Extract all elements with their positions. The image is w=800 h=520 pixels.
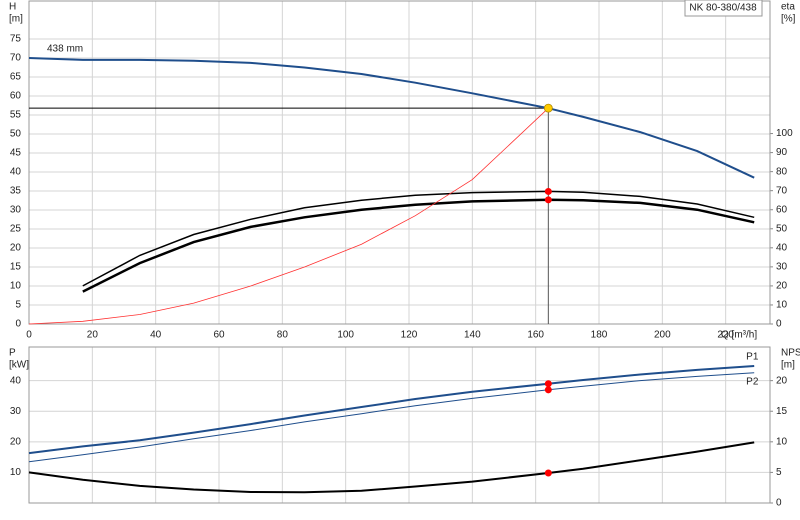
- x-tick-label: 60: [213, 330, 225, 341]
- x-tick-label: 40: [150, 330, 162, 341]
- curve: [28, 365, 755, 455]
- x-tick-label: 120: [401, 330, 418, 341]
- y-tick-label: 40: [10, 167, 22, 178]
- x-tick-label: 180: [591, 330, 608, 341]
- y-tick-label: 25: [10, 224, 22, 235]
- y2-tick-label: 90: [776, 147, 788, 158]
- y-tick-label: 75: [10, 34, 22, 45]
- y-tick-label: 15: [10, 262, 22, 273]
- operating-marker: [544, 196, 552, 204]
- operating-marker: [544, 386, 552, 394]
- y-tick-label: 50: [10, 129, 22, 140]
- title-box: [684, 0, 763, 17]
- y-tick-label: 30: [10, 205, 22, 216]
- y-tick-label: 35: [10, 186, 22, 197]
- y-tick-label: 70: [10, 53, 22, 64]
- y2-tick-label: 5: [776, 467, 782, 478]
- x-tick-label: 220: [717, 330, 734, 341]
- y-tick-label: 30: [10, 406, 22, 417]
- y2-tick-label: 50: [776, 223, 788, 234]
- duty-point: [543, 103, 553, 113]
- y2-tick-label: 20: [776, 375, 788, 386]
- curve: [28, 107, 549, 325]
- y2-axis-label: NPSH: [781, 348, 800, 359]
- y-tick-label: 65: [10, 72, 22, 83]
- y-axis-label: P: [9, 348, 16, 359]
- y-axis-label: H: [9, 2, 16, 13]
- y-tick-label: 55: [10, 110, 22, 121]
- y-tick-label: 5: [15, 300, 21, 311]
- operating-marker: [544, 469, 552, 477]
- y2-tick-label: 30: [776, 262, 788, 273]
- operating-marker: [544, 380, 552, 388]
- operating-marker: [544, 187, 552, 195]
- x-tick-label: 160: [527, 330, 544, 341]
- y2-tick-label: 10: [776, 436, 788, 447]
- curve: [82, 198, 755, 293]
- curve: [28, 372, 755, 463]
- plot-frame: [28, 346, 771, 504]
- y2-axis-label: eta: [781, 2, 795, 13]
- curve: [28, 57, 755, 179]
- y-tick-label: 10: [10, 467, 22, 478]
- y2-tick-label: 100: [776, 128, 793, 139]
- y2-axis-unit: [%]: [781, 14, 796, 25]
- y2-tick-label: 80: [776, 166, 788, 177]
- y2-tick-label: 0: [776, 319, 782, 330]
- y-tick-label: 20: [10, 243, 22, 254]
- y-axis-unit: [kW]: [9, 360, 29, 371]
- curve-label: 438 mm: [47, 44, 83, 55]
- y-axis-unit: [m]: [9, 14, 23, 25]
- y-tick-label: 40: [10, 375, 22, 386]
- x-tick-label: 140: [464, 330, 481, 341]
- y-tick-label: 45: [10, 148, 22, 159]
- x-tick-label: 0: [26, 330, 32, 341]
- y-tick-label: 0: [15, 319, 21, 330]
- x-axis-label: Q [m³/h]: [721, 330, 757, 341]
- x-tick-label: 100: [337, 330, 354, 341]
- y-tick-label: 10: [10, 281, 22, 292]
- y2-tick-label: 40: [776, 242, 788, 253]
- y2-tick-label: 15: [776, 406, 788, 417]
- x-tick-label: 80: [277, 330, 289, 341]
- curve: [82, 190, 755, 287]
- curve: [28, 441, 755, 494]
- curve-label: P2: [746, 376, 759, 387]
- x-tick-label: 20: [87, 330, 99, 341]
- y-tick-label: 20: [10, 436, 22, 447]
- y2-tick-label: 70: [776, 185, 788, 196]
- curve-label: P1: [746, 352, 759, 363]
- y-tick-label: 60: [10, 91, 22, 102]
- chart-title: NK 80-380/438: [689, 3, 757, 14]
- y2-tick-label: 10: [776, 300, 788, 311]
- y2-tick-label: 0: [776, 498, 782, 509]
- y2-tick-label: 60: [776, 204, 788, 215]
- y2-tick-label: 20: [776, 281, 788, 292]
- y2-axis-unit: [m]: [781, 360, 795, 371]
- x-tick-label: 200: [654, 330, 671, 341]
- plot-frame: [28, 0, 771, 325]
